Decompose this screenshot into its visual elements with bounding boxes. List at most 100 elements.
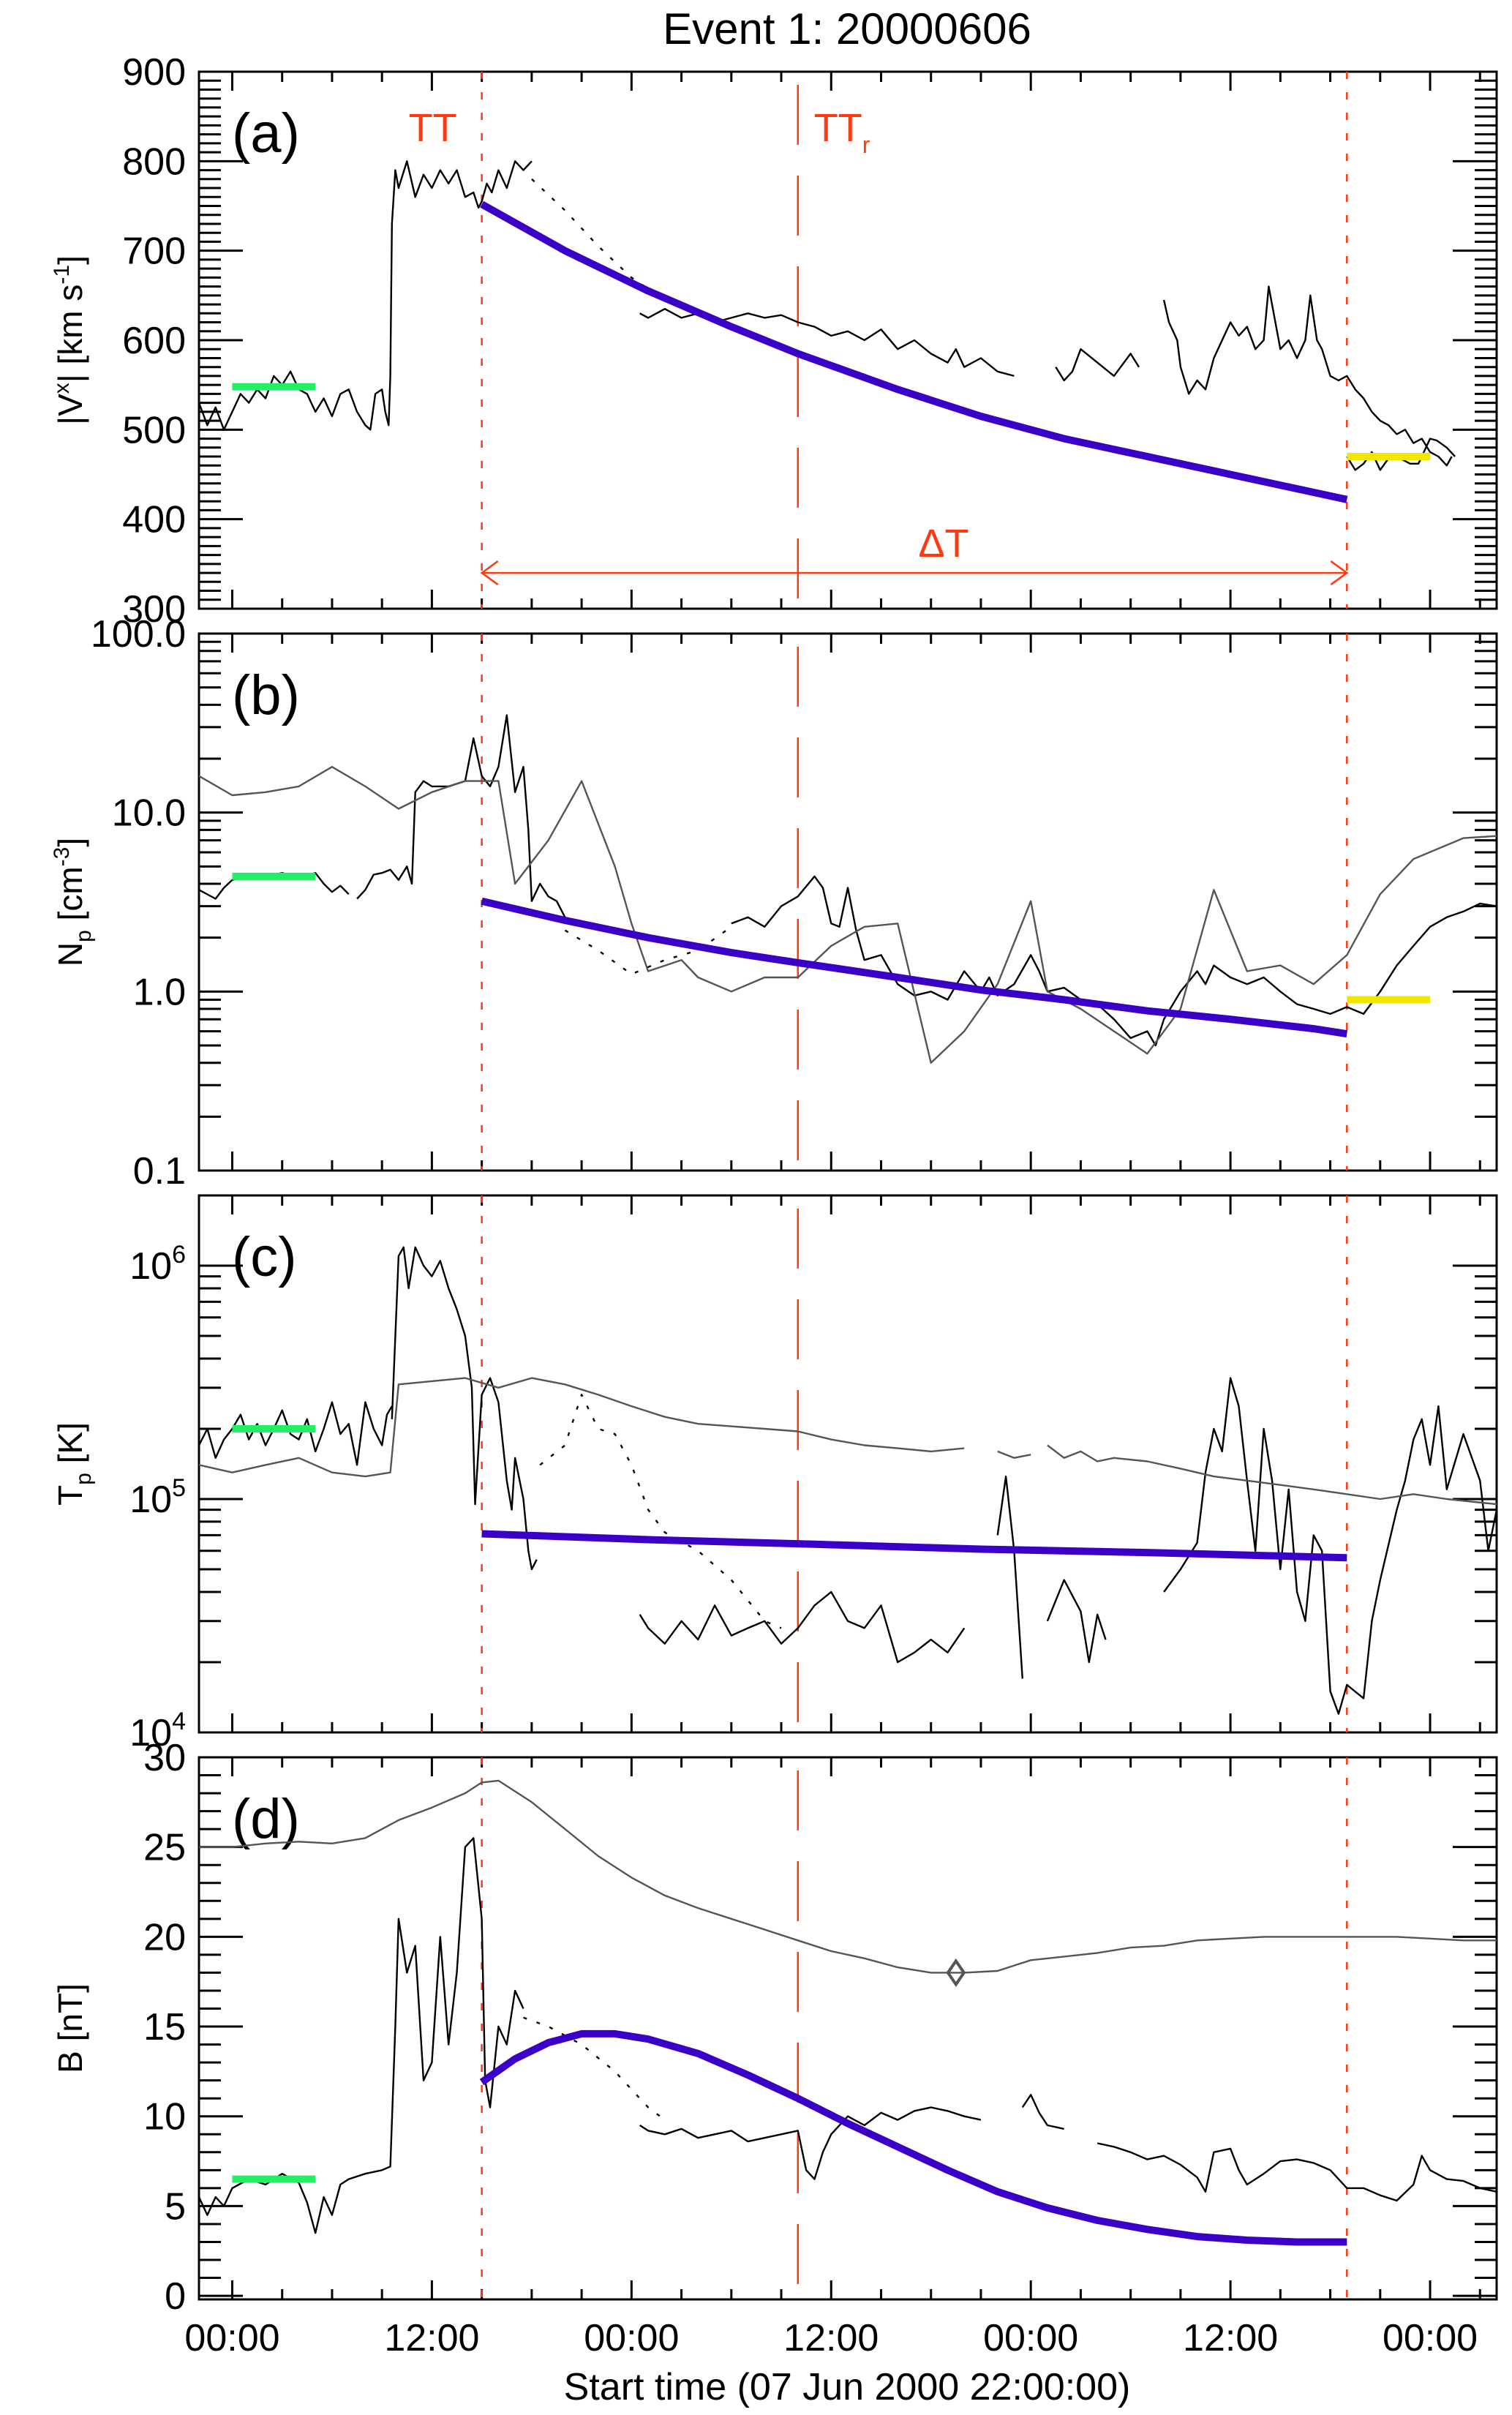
y-tick-label: 106 — [129, 1241, 186, 1288]
series-observed — [996, 1475, 1023, 1679]
y-tick-label: 100.0 — [91, 613, 186, 656]
y-label-end: ] — [51, 838, 89, 847]
series-fit — [480, 200, 1348, 503]
series-observed — [1046, 1579, 1107, 1664]
y-label-end: ] — [51, 255, 89, 265]
series-interpolated — [523, 2016, 666, 2121]
series-observed — [639, 1590, 966, 1664]
y-label-unit-exp: -1 — [50, 265, 74, 285]
series-model — [997, 1450, 1031, 1459]
y-axis-label: Np [cm-3] — [50, 838, 96, 966]
series-fit — [481, 897, 1348, 1038]
plot-frame — [198, 1194, 1498, 1734]
series-observed-late — [1055, 348, 1140, 382]
y-tick-label: 0 — [165, 2275, 186, 2318]
y-tick-label: 900 — [122, 51, 186, 94]
series-group — [199, 160, 1456, 503]
x-tick-label: 12:00 — [783, 2317, 879, 2359]
x-tick-label: 00:00 — [983, 2317, 1078, 2359]
delta-t-label: ΔT — [918, 522, 968, 566]
y-tick-label: 20 — [143, 1916, 186, 1958]
y-tick-label: 500 — [122, 409, 186, 451]
series-observed — [356, 714, 566, 918]
y-label-main: T — [51, 1485, 89, 1506]
series-observed-late — [639, 2106, 982, 2180]
series-interpolated — [539, 1394, 782, 1629]
ttr-label-sub: r — [862, 132, 870, 158]
x-tick-label: 12:00 — [1183, 2317, 1278, 2359]
y-axis-label: B [nT] — [51, 1983, 89, 2073]
chart-title: Event 1: 20000606 — [663, 4, 1031, 53]
series-fit — [481, 1530, 1347, 1562]
panel-tag: (d) — [232, 1788, 300, 1850]
y-tick-label: 800 — [122, 140, 186, 183]
x-tick-label: 00:00 — [184, 2317, 279, 2359]
y-tick-label: 600 — [122, 320, 186, 362]
x-tick-label: 00:00 — [1383, 2317, 1478, 2359]
panel-tag: (c) — [232, 1226, 297, 1288]
series-model — [199, 766, 1497, 1064]
diamond-marker — [946, 1958, 966, 1987]
series-observed-late — [731, 875, 1497, 1047]
y-label-unit-exp: -3 — [50, 847, 74, 867]
y-tick-label: 15 — [143, 2006, 186, 2048]
y-tick-label: 300 — [122, 588, 186, 631]
y-tick-label: 104 — [129, 1708, 186, 1754]
series-observed-late — [1097, 2142, 1497, 2202]
series-observed — [199, 1401, 393, 1466]
series-model — [199, 1779, 1497, 1974]
series-observed — [391, 1246, 538, 1571]
series-observed-late — [1162, 285, 1453, 467]
plot-frame — [198, 1756, 1498, 2301]
series-group — [199, 1779, 1497, 2246]
y-tick-label: 700 — [122, 230, 186, 273]
series-observed — [1163, 1377, 1497, 1715]
y-tick-label: 1.0 — [133, 971, 186, 1013]
ttr-label: TTr — [814, 106, 870, 158]
y-axis-label: |Vx| [km s-1] — [50, 255, 89, 425]
y-label-sub: p — [72, 930, 96, 942]
plot-frame — [198, 70, 1498, 610]
y-label-unit: [K] — [51, 1422, 89, 1473]
series-interpolated — [564, 925, 732, 975]
y-tick-label: 5 — [165, 2185, 186, 2228]
y-tick-label: 30 — [143, 1737, 186, 1779]
series-group — [199, 1246, 1497, 1715]
y-tick-exponent: 5 — [172, 1474, 186, 1502]
panel-d: 0 5 10 15 20 25 30 B [nT] (d) 00:00 12:00 00:00 12:0… — [51, 1737, 1498, 2359]
y-tick-base: 10 — [129, 1245, 172, 1288]
y-label-unit: [cm — [51, 866, 89, 930]
y-label-sup: x — [50, 383, 74, 394]
x-tick-label: 12:00 — [384, 2317, 479, 2359]
y-tick-exponent: 6 — [172, 1241, 186, 1269]
delta-t-arrowhead-right — [1330, 560, 1349, 586]
panel-tag: (a) — [232, 102, 300, 165]
panel-tag: (b) — [232, 664, 300, 726]
series-observed — [199, 1837, 524, 2234]
y-tick-label: 400 — [122, 499, 186, 541]
y-tick-base: 10 — [129, 1712, 172, 1754]
y-axis-label: Tp [K] — [51, 1422, 96, 1506]
y-tick-base: 10 — [129, 1479, 172, 1521]
series-observed — [199, 160, 533, 431]
y-tick-label: 105 — [129, 1474, 186, 1521]
y-label-main: B [nT] — [51, 1983, 89, 2073]
panel-b: 0.1 1.0 10.0 100.0 Np [cm-3] (b) — [50, 613, 1498, 1193]
y-tick-label: 0.1 — [133, 1150, 186, 1193]
ttr-label-main: TT — [814, 106, 862, 150]
series-model — [199, 1377, 965, 1478]
y-tick-label: 10.0 — [112, 792, 186, 835]
plot-frame — [198, 632, 1498, 1172]
y-label-main: N — [51, 942, 89, 966]
x-axis-label: Start time (07 Jun 2000 22:00:00) — [564, 2366, 1131, 2408]
series-observed-late — [1021, 2094, 1064, 2130]
series-model — [1047, 1444, 1497, 1506]
tt-label: TT — [409, 106, 457, 150]
x-tick-label: 00:00 — [584, 2317, 679, 2359]
y-tick-exponent: 4 — [172, 1708, 186, 1735]
delta-t-arrowhead-left — [480, 560, 499, 586]
y-label-main: |V — [51, 394, 89, 425]
